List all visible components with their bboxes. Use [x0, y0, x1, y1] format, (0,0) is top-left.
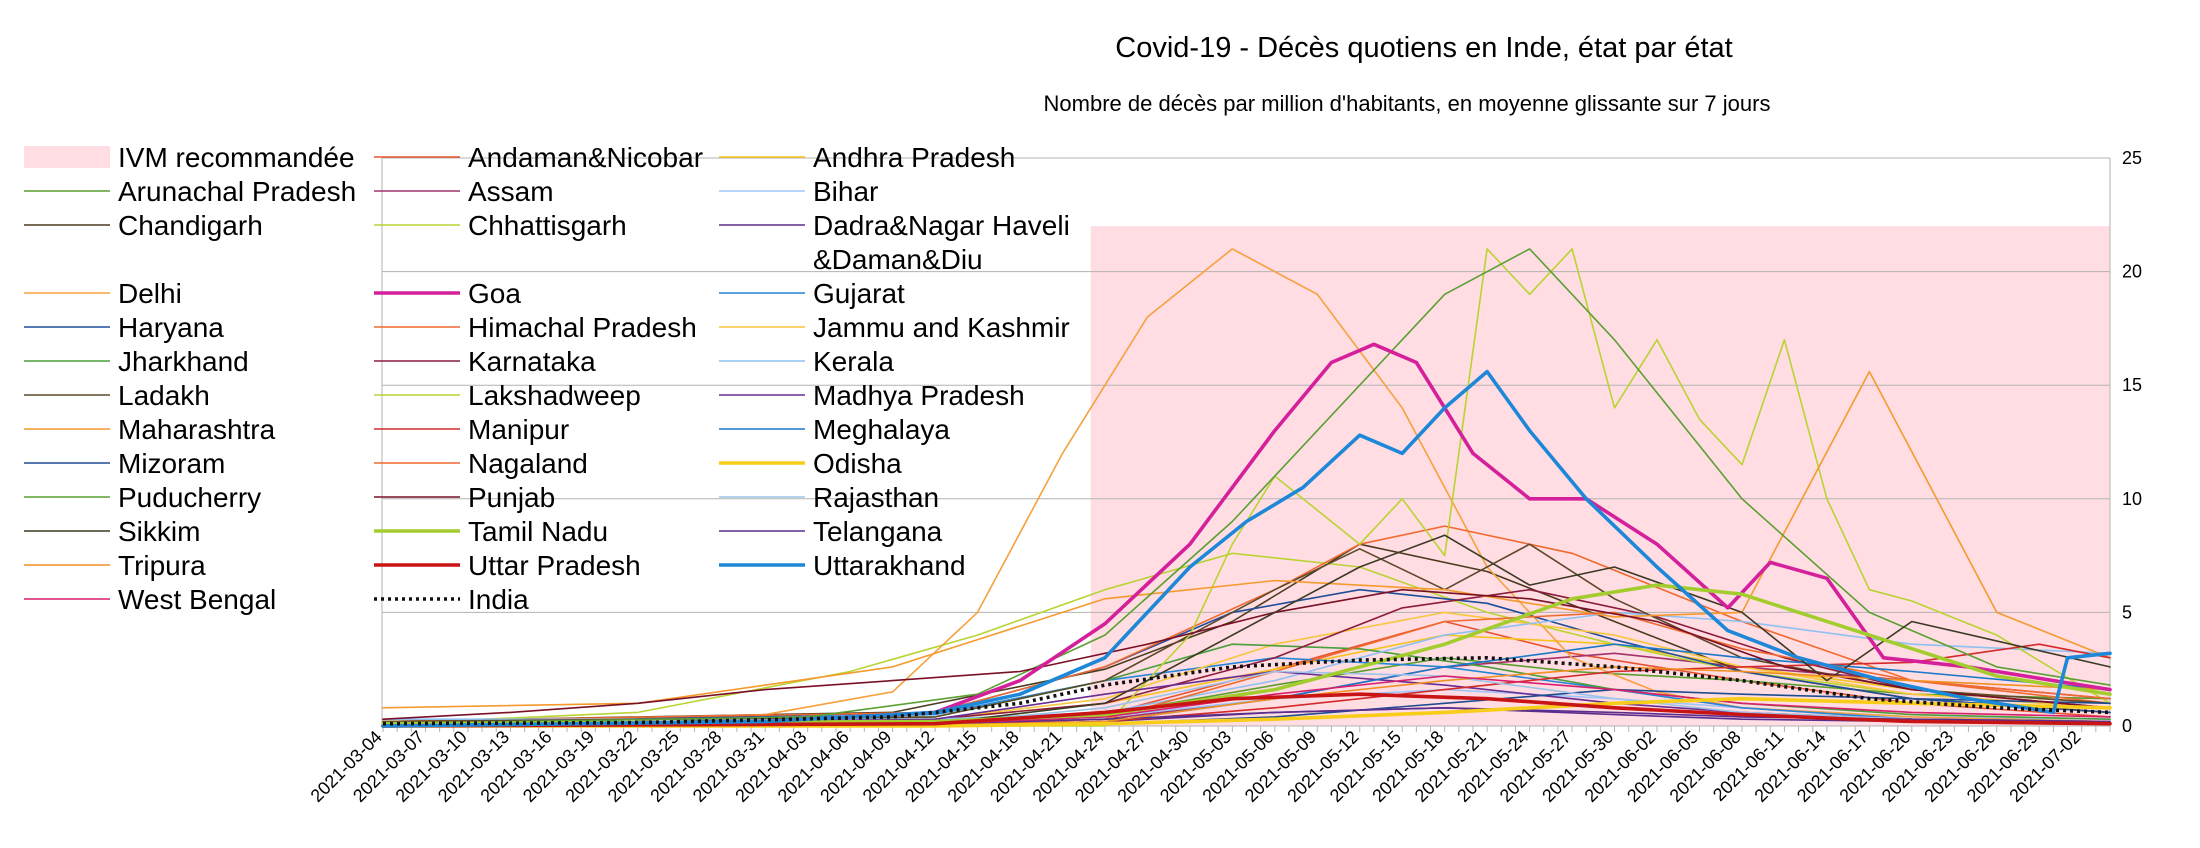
legend-label-nagaland: Nagaland: [468, 448, 588, 479]
series-line-uttarakhand: [381, 369, 2112, 728]
legend-label-puducherry: Puducherry: [118, 482, 261, 513]
legend-label-dadra-nagar-haveli-daman-diu: Dadra&Nagar Haveli &Daman&Diu: [813, 210, 1070, 275]
y-tick-label: 5: [2122, 602, 2132, 622]
legend: IVM recommandée Andaman&Nicobar Andhra Pra…: [24, 142, 1070, 615]
legend-label-ladakh: Ladakh: [118, 380, 210, 411]
y-tick-label: 25: [2122, 148, 2142, 168]
series-lines: [381, 248, 2112, 728]
legend-swatch-ivm: [24, 146, 110, 168]
legend-label-andaman-nicobar: Andaman&Nicobar: [468, 142, 703, 173]
y-tick-label: 15: [2122, 375, 2142, 395]
legend-label-maharashtra: Maharashtra: [118, 414, 276, 445]
series-line-maharashtra: [382, 370, 2111, 709]
chart-title: Covid-19 - Décès quotiens en Inde, état …: [1115, 32, 1732, 64]
series-line-karnataka: [382, 588, 2111, 725]
series-line-jammu-and-kashmir: [382, 611, 2111, 725]
series-line-india: [382, 655, 2111, 726]
legend-label-chandigarh: Chandigarh: [118, 210, 263, 241]
chart-subtitle: Nombre de décès par million d'habitants,…: [1044, 91, 1771, 116]
series-line-odisha: [381, 696, 2112, 728]
legend-label-lakshadweep: Lakshadweep: [468, 380, 641, 411]
legend-label-punjab: Punjab: [468, 482, 555, 513]
legend-label-andhra-pradesh: Andhra Pradesh: [813, 142, 1015, 173]
series-line-punjab: [382, 588, 2111, 721]
series-line-goa: [381, 342, 2112, 728]
y-tick-label: 10: [2122, 489, 2142, 509]
legend-label-gujarat: Gujarat: [813, 278, 905, 309]
series-line-himachal-pradesh: [382, 525, 2111, 723]
legend-label-tripura: Tripura: [118, 550, 206, 581]
series-line-uttar-pradesh: [381, 692, 2112, 728]
y-tick-label: 20: [2122, 262, 2142, 282]
legend-label-jharkhand: Jharkhand: [118, 346, 249, 377]
legend-label-kerala: Kerala: [813, 346, 894, 377]
legend-label-meghalaya: Meghalaya: [813, 414, 950, 445]
legend-label-haryana: Haryana: [118, 312, 224, 343]
legend-label-chhattisgarh: Chhattisgarh: [468, 210, 627, 241]
legend-label-mizoram: Mizoram: [118, 448, 225, 479]
legend-label-madhya-pradesh: Madhya Pradesh: [813, 380, 1025, 411]
legend-label-bihar: Bihar: [813, 176, 878, 207]
ivm-band: [1090, 226, 2110, 726]
legend-label-himachal-pradesh: Himachal Pradesh: [468, 312, 697, 343]
legend-label-india: India: [468, 584, 529, 615]
legend-label-uttarakhand: Uttarakhand: [813, 550, 966, 581]
legend-label-assam: Assam: [468, 176, 554, 207]
legend-label-telangana: Telangana: [813, 516, 943, 547]
legend-label-sikkim: Sikkim: [118, 516, 200, 547]
legend-label-odisha: Odisha: [813, 448, 902, 479]
legend-label-goa: Goa: [468, 278, 521, 309]
legend-label-jammu-and-kashmir: Jammu and Kashmir: [813, 312, 1070, 343]
legend-label-arunachal-pradesh: Arunachal Pradesh: [118, 176, 356, 207]
ivm-band-layer: [1090, 226, 2110, 726]
series-line-delhi: [382, 248, 2111, 725]
legend-label-west-bengal: West Bengal: [118, 584, 276, 615]
legend-label-uttar-pradesh: Uttar Pradesh: [468, 550, 641, 581]
series-line-puducherry: [382, 248, 2111, 725]
legend-label-tamil-nadu: Tamil Nadu: [468, 516, 608, 547]
legend-label-manipur: Manipur: [468, 414, 569, 445]
y-tick-label: 0: [2122, 716, 2132, 736]
legend-label-karnataka: Karnataka: [468, 346, 596, 377]
legend-label-ivm-recommand-e: IVM recommandée: [118, 142, 355, 173]
legend-label-rajasthan: Rajasthan: [813, 482, 939, 513]
legend-label-delhi: Delhi: [118, 278, 182, 309]
